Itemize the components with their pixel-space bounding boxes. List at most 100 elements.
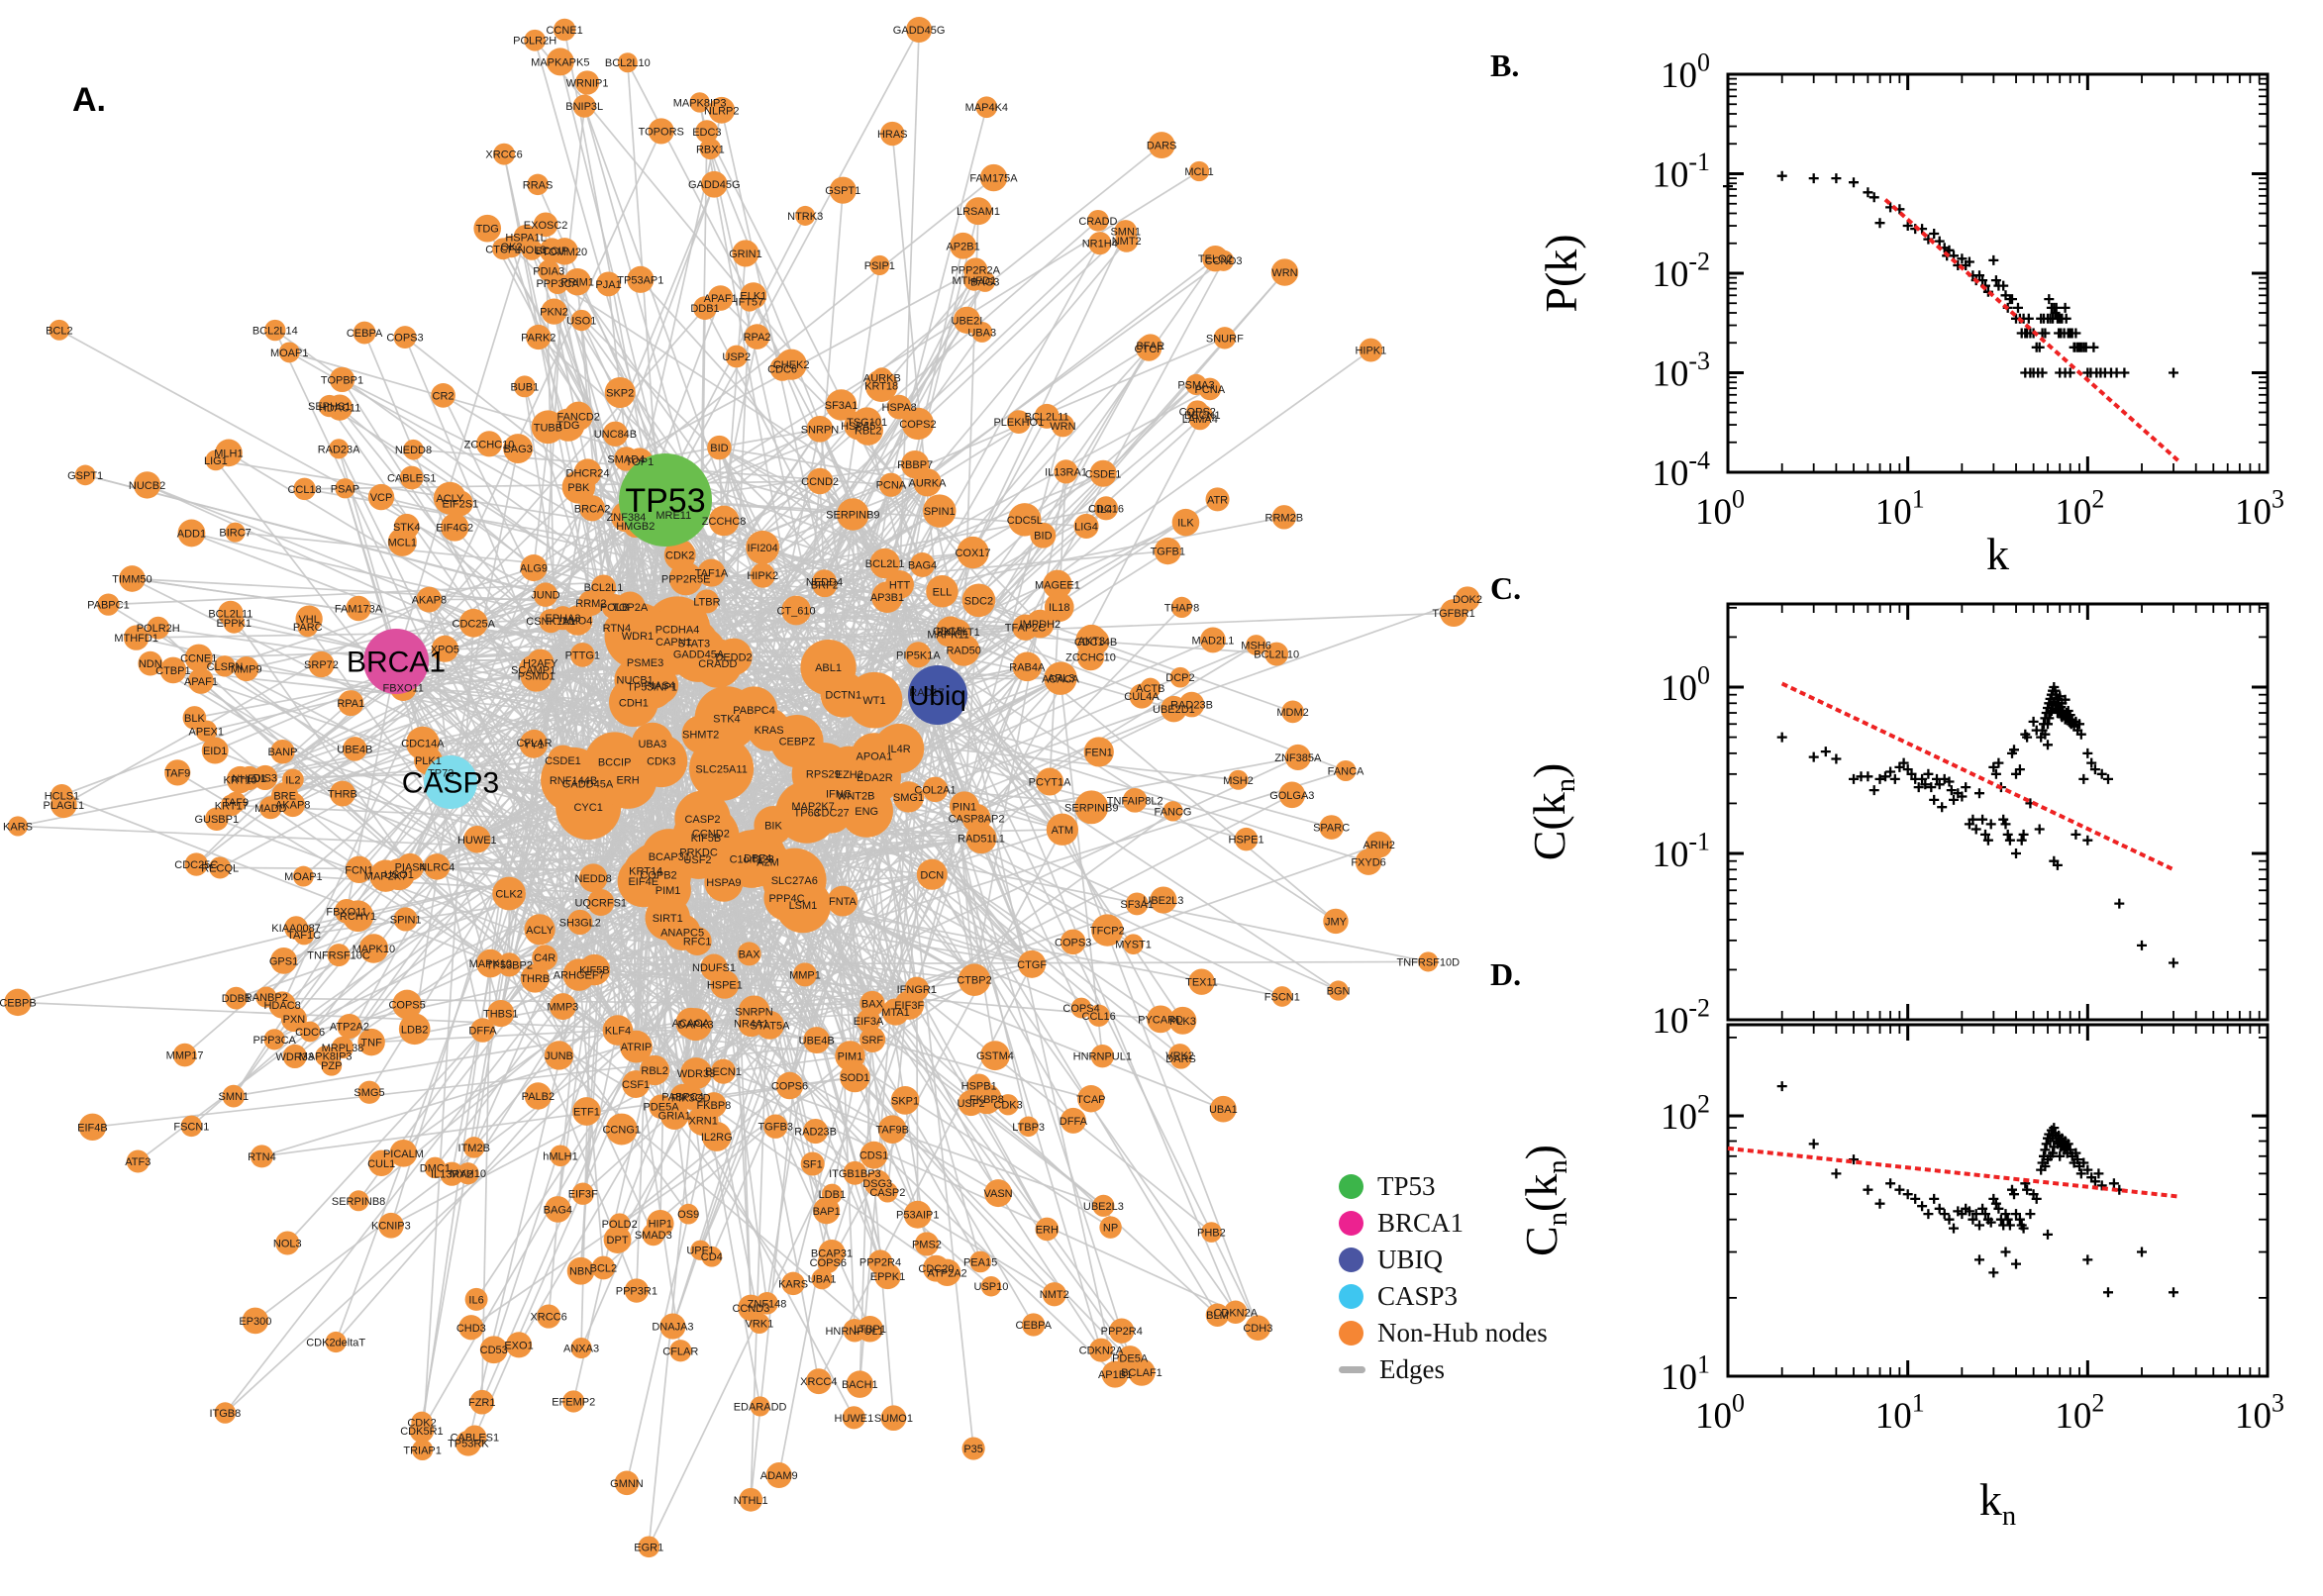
network-node [1092, 1194, 1115, 1217]
network-node-label: ARL3 [1048, 672, 1075, 684]
network-node-label: GSPT1 [67, 470, 103, 482]
network-node-label: RAD23B [1170, 700, 1213, 712]
network-node [750, 1396, 770, 1417]
network-node-label: BRCA2 [574, 503, 611, 515]
network-node [617, 52, 638, 73]
network-node [123, 625, 150, 650]
network-node [205, 449, 227, 471]
network-node [739, 291, 760, 312]
brca1-hub-swatch-icon [1339, 1210, 1364, 1236]
network-edge [626, 1104, 715, 1484]
network-node [806, 415, 834, 443]
network-edge [539, 183, 716, 663]
network-node [1094, 498, 1116, 520]
panel-b-label: B. [1490, 48, 1520, 83]
network-node-label: GSTM4 [976, 1050, 1014, 1062]
network-node [225, 522, 246, 543]
network-node-label: HSPE1 [707, 979, 743, 991]
network-node-label: APAF1 [184, 676, 218, 688]
network-node [458, 608, 488, 638]
network-node-label: HDAC11 [319, 403, 361, 415]
network-node [563, 401, 593, 431]
network-node-label: XRCC6 [530, 1312, 566, 1324]
network-node-label: SKP2 [606, 388, 634, 400]
network-node-label: XRN1 [688, 1116, 717, 1128]
network-node-label: COPS2 [1179, 406, 1216, 418]
network-node [1246, 635, 1266, 655]
network-node-label: HSPA5 [841, 421, 875, 433]
network-node-label: COPB2 [640, 869, 676, 881]
network-node-label: NEDD4 [806, 577, 843, 589]
network-edge [705, 838, 768, 1304]
network-node-label: NHEJ1 [232, 773, 266, 785]
network-node [567, 909, 593, 936]
network-node-label: DAPK3 [678, 1020, 714, 1032]
network-node [622, 1070, 651, 1098]
network-node [1154, 537, 1181, 565]
network-edge [533, 82, 588, 568]
axis-tick-label: 101 [1875, 1388, 1925, 1437]
network-node-label: APEX1 [189, 726, 224, 738]
network-node-label: CTBP1 [155, 665, 190, 677]
network-node [329, 366, 355, 393]
network-node-label: LMO4 [562, 616, 592, 628]
network-node-label: CCND3 [732, 1303, 769, 1315]
network-node [345, 855, 373, 884]
network-node [781, 1271, 805, 1296]
network-node [473, 214, 502, 243]
network-node [1122, 787, 1148, 813]
network-node-label: SIRT1 [653, 913, 683, 925]
network-node-label: MAPK8IP3 [299, 1051, 353, 1063]
network-node [1213, 327, 1237, 349]
network-node-label: CSDE1 [545, 755, 581, 767]
network-node [624, 642, 666, 683]
network-node-label: CCND2 [801, 476, 839, 488]
network-node [226, 765, 254, 794]
network-node-label: MAPK10 [353, 944, 395, 955]
network-edge [937, 694, 996, 1056]
legend-label: UBIQ [1377, 1244, 1443, 1274]
network-node-label: GADD45A [562, 778, 614, 790]
network-node-label: LAMA4 [1182, 414, 1218, 426]
network-node [412, 1439, 434, 1461]
network-edge [288, 351, 687, 580]
axis-ticks [1726, 604, 2270, 1022]
network-node-label: TAF1C [287, 930, 321, 942]
network-node-label: PIK3CD [671, 1092, 711, 1104]
network-node-label: IL2 [285, 774, 300, 786]
network-node-label: PIAS4 [395, 862, 426, 874]
network-node-label: GSPT1 [825, 185, 860, 197]
network-node [220, 794, 243, 817]
network-node [1319, 815, 1344, 840]
network-edge [470, 978, 975, 1329]
network-node [846, 1370, 874, 1398]
network-node [958, 963, 991, 996]
network-node-label: PHB2 [1197, 1228, 1226, 1240]
network-node-label: NMT2 [1040, 1289, 1069, 1301]
network-node [1148, 132, 1175, 159]
network-node [571, 1182, 594, 1205]
network-node-label: EP300 [239, 1316, 271, 1328]
network-node-label: UBA3 [638, 739, 666, 750]
network-node-label: CDC16 [1088, 503, 1124, 515]
network-node-label: STAT5A [751, 1020, 791, 1032]
network-node-label: PYCARD [1138, 1014, 1183, 1026]
network-node [209, 856, 232, 879]
network-node-label: VRK2 [1165, 1050, 1194, 1062]
network-node-label: NUCB2 [129, 480, 165, 492]
network-node-label: MSH6 [1241, 640, 1271, 651]
network-node-label: CDK5R1 [400, 1426, 443, 1438]
network-node [458, 1315, 484, 1341]
scatter-points [1723, 170, 2178, 378]
network-node-label: AP1B1 [1098, 1369, 1132, 1381]
network-node-label: CTBP2 [957, 975, 991, 987]
network-node-label: CDH3 [1243, 1323, 1272, 1335]
network-node [270, 739, 295, 764]
network-node [258, 796, 282, 820]
network-node-label: TFAP2C [1005, 623, 1047, 635]
network-node-label: RBL2 [855, 426, 882, 438]
network-node-label: TRIAP1 [403, 1445, 442, 1456]
network-edge [282, 668, 535, 961]
network-node-label: NLRC4 [419, 861, 454, 873]
